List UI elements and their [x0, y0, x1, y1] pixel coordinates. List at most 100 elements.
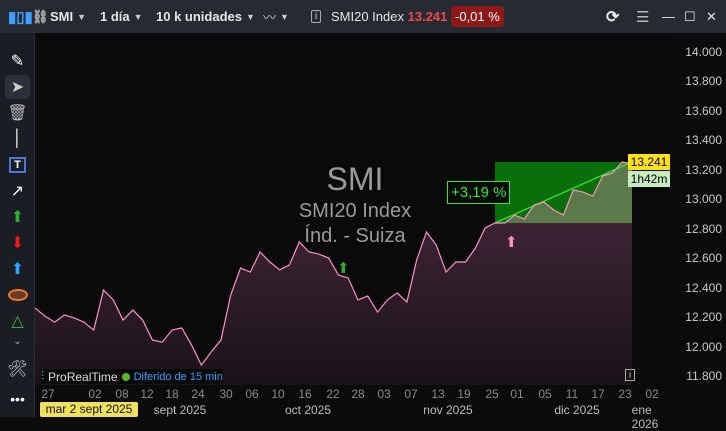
trash-icon[interactable]: 🗑 — [7, 105, 28, 122]
countdown-badge: 1h42m — [628, 171, 670, 187]
arrow-icon[interactable]: ↗ — [10, 183, 25, 200]
x-tick-label: 18 — [165, 387, 179, 401]
chart-type-icon[interactable]: ▮▯▮ — [8, 8, 33, 26]
x-tick-label: 08 — [115, 387, 129, 401]
x-tick-label: 16 — [298, 387, 312, 401]
change-badge: -0,01 % — [451, 6, 504, 27]
red-down-arrow-icon[interactable]: ⬇ — [10, 235, 25, 252]
pencil-icon[interactable]: ✎ — [10, 53, 25, 70]
menu-icon[interactable]: ☰ — [636, 8, 650, 26]
y-tick-label: 13.800 — [685, 74, 722, 89]
info-icon[interactable]: i — [625, 369, 635, 381]
info-icon: i — [311, 10, 322, 23]
delay-status[interactable]: Diferido de 15 min — [133, 370, 223, 383]
indicators-button[interactable]: 〰 ▼ — [263, 0, 289, 33]
x-tick-label: 19 — [457, 387, 471, 401]
chevron-down-icon: ▼ — [280, 11, 289, 22]
watermark-name: SMI20 Index — [298, 200, 412, 222]
x-month-label: sept 2025 — [153, 403, 207, 417]
x-tick-label: 22 — [326, 387, 340, 401]
x-tick-label: 02 — [645, 387, 659, 401]
line-icon[interactable]: │ — [12, 130, 23, 147]
x-tick-label: 02 — [88, 387, 102, 401]
y-tick-label: 11.800 — [686, 369, 722, 383]
x-tick-label: 05 — [538, 387, 552, 401]
close-icon[interactable]: ✕ — [706, 8, 717, 24]
chevron-down-icon[interactable]: ⌄ — [13, 335, 22, 347]
green-up-arrow-icon[interactable]: ⬆ — [337, 260, 350, 277]
chart-plot — [35, 161, 633, 385]
info-button[interactable]: i — [311, 0, 322, 33]
blue-up-arrow-icon[interactable]: ⬆ — [10, 261, 25, 278]
price-axis[interactable]: 14.000 13.800 13.600 13.400 13.200 13.000 12.8… — [670, 33, 726, 417]
candles-icon: ⫶ — [41, 369, 45, 383]
footer-brand: ⫶ ProRealTime Diferido de 15 min — [41, 369, 223, 384]
x-month-label: oct 2025 — [284, 403, 332, 417]
x-tick-label: 03 — [377, 387, 391, 401]
triangle-icon[interactable]: △ — [11, 313, 24, 330]
cursor-icon[interactable]: ➤ — [5, 75, 30, 99]
x-tick-label: 17 — [591, 387, 605, 401]
y-tick-label: 12.800 — [685, 221, 722, 236]
ellipse-icon[interactable] — [5, 283, 30, 307]
drawing-toolbar: ✎ ➤ 🗑 │ T ↗ ⬆ ⬇ ⬆ △ ⌄ 🛠 ••• — [0, 33, 35, 417]
x-tick-label: 12 — [140, 387, 154, 401]
instrument-info: SMI20 Index 13.241 -0,01 % — [331, 0, 504, 33]
x-tick-label: 27 — [41, 387, 55, 401]
instrument-selector[interactable]: SMI ▼ — [50, 0, 86, 33]
top-toolbar: ▮▯▮ ⛓ SMI ▼ 1 día ▼ 10 k unidades ▼ 〰 ▼ i SM… — [0, 0, 726, 33]
measure-area — [494, 162, 632, 223]
y-tick-label: 14.000 — [685, 45, 722, 59]
units-label: 10 k unidades — [156, 9, 242, 24]
watermark: SMI SMI20 Index Índ. - Suiza — [255, 161, 455, 248]
price-area — [35, 162, 632, 385]
green-up-arrow-icon[interactable]: ⬆ — [10, 209, 25, 226]
text-icon[interactable]: T — [5, 153, 30, 177]
maximize-icon[interactable]: ☐ — [684, 8, 696, 24]
x-tick-label: 30 — [219, 387, 233, 401]
y-tick-label: 12.600 — [685, 251, 722, 266]
instrument-name: SMI20 Index — [331, 9, 404, 24]
crosshair-date-tooltip: mar 2 sept 2025 — [40, 402, 138, 417]
x-tick-label: 07 — [404, 387, 418, 401]
x-month-label: nov 2025 — [423, 403, 473, 417]
trend-line — [494, 161, 633, 224]
y-tick-label: 13.400 — [685, 133, 722, 148]
chevron-down-icon: ▼ — [77, 11, 87, 22]
chevron-down-icon: ▼ — [133, 11, 143, 22]
price-chart[interactable]: SMI SMI20 Index Índ. - Suiza +3,19 % ⬆ ⬆… — [35, 33, 670, 385]
watermark-symbol: SMI — [326, 161, 384, 197]
x-tick-label: 28 — [351, 387, 365, 401]
y-tick-label: 13.600 — [685, 103, 722, 118]
x-month-label: ene 2026 — [631, 403, 659, 431]
refresh-icon[interactable]: ⟳ — [606, 8, 620, 26]
last-price-badge: 13.241 — [628, 154, 670, 170]
more-icon[interactable]: ••• — [10, 391, 25, 407]
pink-up-arrow-icon[interactable]: ⬆ — [505, 234, 518, 251]
brand-label: ProRealTime — [48, 369, 118, 384]
tools-settings-icon[interactable]: 🛠 — [7, 361, 28, 378]
status-dot-icon — [121, 372, 130, 381]
x-tick-label: 13 — [431, 387, 445, 401]
units-selector[interactable]: 10 k unidades ▼ — [156, 0, 255, 33]
timeframe-selector[interactable]: 1 día ▼ — [100, 0, 143, 33]
instrument-label: SMI — [50, 9, 74, 24]
chevron-down-icon: ▼ — [245, 11, 255, 22]
last-price: 13.241 — [407, 9, 448, 24]
price-line — [35, 161, 633, 367]
x-month-label: dic 2025 — [554, 403, 600, 417]
link-icon[interactable]: ⛓ — [32, 8, 49, 24]
x-tick-label: 23 — [618, 387, 632, 401]
x-tick-label: 24 — [191, 387, 205, 401]
minimize-icon[interactable]: — — [662, 9, 675, 24]
x-tick-label: 11 — [565, 387, 579, 401]
time-axis[interactable]: 27 02 08 12 18 24 30 06 10 16 22 28 03 07 13 19 25 01 05 11… — [35, 385, 670, 431]
x-tick-label: 10 — [271, 387, 285, 401]
x-tick-label: 25 — [485, 387, 499, 401]
y-tick-label: 12.200 — [685, 310, 722, 325]
x-tick-label: 01 — [510, 387, 524, 401]
percent-change-annotation[interactable]: +3,19 % — [447, 181, 511, 204]
indicators-icon: 〰 — [263, 10, 277, 25]
y-tick-label: 12.400 — [685, 280, 722, 295]
watermark-category: Índ. - Suiza — [304, 225, 406, 247]
